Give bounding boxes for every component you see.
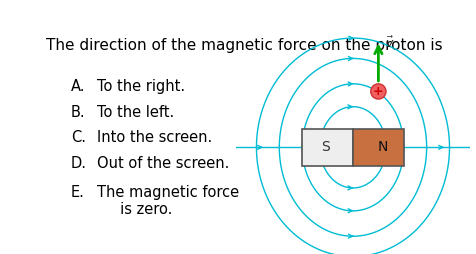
Ellipse shape (370, 84, 385, 99)
Text: D.: D. (70, 156, 87, 171)
Text: E.: E. (70, 185, 84, 200)
Text: The direction of the magnetic force on the proton is: The direction of the magnetic force on t… (46, 38, 442, 53)
Bar (302, 129, 352, 166)
Text: $\vec{v}$: $\vec{v}$ (384, 36, 394, 51)
Text: +: + (372, 85, 383, 98)
Bar (352, 129, 403, 166)
Text: Out of the screen.: Out of the screen. (96, 156, 228, 171)
Text: To the right.: To the right. (96, 79, 184, 94)
Text: To the left.: To the left. (96, 105, 173, 120)
Text: A.: A. (70, 79, 85, 94)
Text: N: N (377, 140, 387, 154)
Text: The magnetic force
     is zero.: The magnetic force is zero. (96, 185, 238, 217)
Text: S: S (320, 140, 329, 154)
Text: C.: C. (70, 130, 86, 145)
Text: Into the screen.: Into the screen. (96, 130, 211, 145)
Text: B.: B. (70, 105, 85, 120)
